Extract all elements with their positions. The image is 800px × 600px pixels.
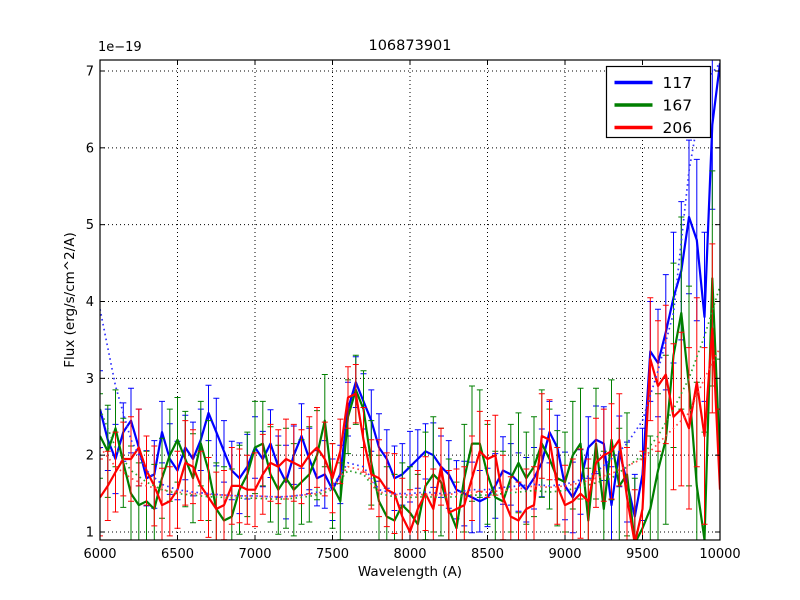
y-tick-label: 2 xyxy=(86,449,94,464)
plot-title: 106873901 xyxy=(368,38,452,54)
x-tick-label: 8500 xyxy=(471,547,504,562)
x-tick-label: 7000 xyxy=(238,547,271,562)
x-tick-label: 8000 xyxy=(393,547,426,562)
legend-label-167: 167 xyxy=(663,97,693,115)
y-tick-label: 7 xyxy=(86,64,94,79)
x-axis-label: Wavelength (A) xyxy=(357,564,463,580)
y-tick-label: 4 xyxy=(86,295,94,310)
x-tick-label: 6500 xyxy=(161,547,194,562)
x-tick-label: 6000 xyxy=(83,547,116,562)
noise-line-117-noise xyxy=(100,62,720,498)
y-tick-label: 1 xyxy=(86,526,94,541)
x-tick-label: 7500 xyxy=(316,547,349,562)
series-line-206 xyxy=(100,327,720,540)
legend-label-117: 117 xyxy=(663,74,693,92)
y-tick-label: 5 xyxy=(86,218,94,233)
legend-label-206: 206 xyxy=(663,119,693,137)
legend-box xyxy=(605,65,712,139)
x-tick-label: 9500 xyxy=(626,547,659,562)
x-tick-label: 9000 xyxy=(548,547,581,562)
y-tick-label: 3 xyxy=(86,372,94,387)
y-axis-label: Flux (erg/s/cm^2/A) xyxy=(62,232,78,368)
y-axis-offset-label: 1e−19 xyxy=(98,40,142,55)
x-tick-label: 10000 xyxy=(699,547,740,562)
y-tick-label: 6 xyxy=(86,141,94,156)
